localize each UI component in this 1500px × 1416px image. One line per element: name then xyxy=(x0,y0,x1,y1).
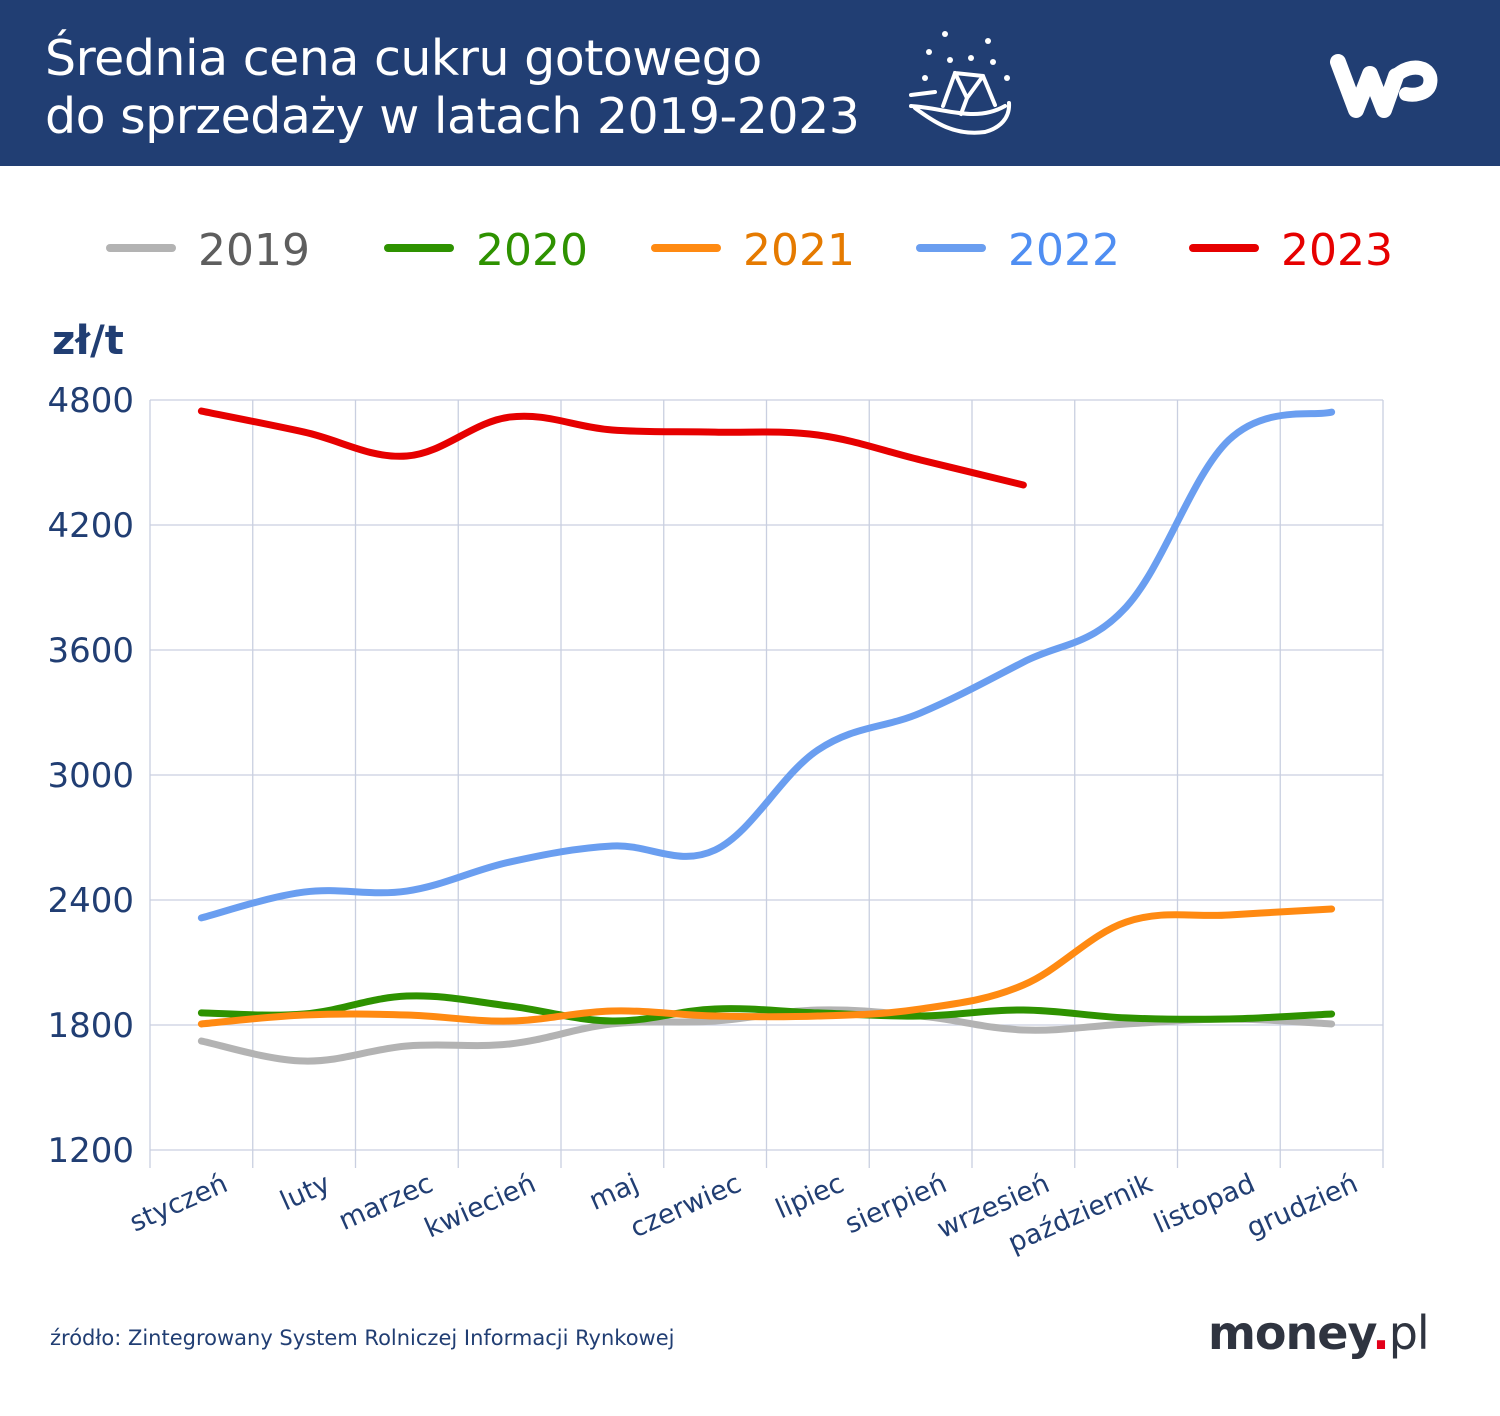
x-tick-label: maj xyxy=(585,1168,644,1217)
x-tick-label: czerwiec xyxy=(626,1168,746,1244)
x-tick-label: sierpień xyxy=(841,1168,952,1240)
y-tick-label: 1200 xyxy=(47,1131,134,1171)
legend-label-2022: 2022 xyxy=(1008,225,1120,276)
x-tick-label: grudzień xyxy=(1242,1168,1362,1244)
series-line-2020 xyxy=(197,992,1336,1025)
money-pl-logo: money.pl xyxy=(1208,1306,1430,1360)
y-tick-label: 2400 xyxy=(47,881,134,921)
y-tick-label: 1800 xyxy=(47,1006,134,1046)
x-tick-label: luty xyxy=(276,1168,335,1217)
header: Średnia cena cukru gotowego do sprzedaży… xyxy=(0,0,1500,166)
y-tick-label: 3600 xyxy=(47,631,134,671)
series-line-2023 xyxy=(197,407,1027,489)
line-chart: 1200 1800 2400 3000 3600 4200 4800 zł/t styczeń l… xyxy=(47,225,1393,1259)
title-line-1: Średnia cena cukru gotowego xyxy=(45,30,762,87)
sugar-cube-spoon-icon xyxy=(909,31,1012,135)
source-note: źródło: Zintegrowany System Rolniczej In… xyxy=(50,1326,675,1350)
y-axis-label: zł/t xyxy=(52,318,124,364)
series-line-2021 xyxy=(197,905,1336,1028)
legend-label-2023: 2023 xyxy=(1281,225,1393,276)
y-tick-label: 4200 xyxy=(47,506,134,546)
wp-logo xyxy=(1330,54,1438,118)
title-line-2: do sprzedaży w latach 2019-2023 xyxy=(45,88,860,145)
page-title: Średnia cena cukru gotowego do sprzedaży… xyxy=(45,30,860,146)
legend-label-2019: 2019 xyxy=(198,225,310,276)
x-tick-label: listopad xyxy=(1149,1168,1259,1240)
x-tick-label: kwiecień xyxy=(420,1168,540,1244)
x-tick-label: styczeń xyxy=(125,1168,232,1238)
y-tick-label: 3000 xyxy=(47,756,134,796)
legend-label-2021: 2021 xyxy=(743,225,855,276)
x-tick-label: lipiec xyxy=(771,1168,849,1225)
x-tick-label: marzec xyxy=(334,1168,438,1237)
series-line-2022 xyxy=(197,408,1336,922)
y-tick-label: 4800 xyxy=(47,381,134,421)
legend-label-2020: 2020 xyxy=(476,225,588,276)
